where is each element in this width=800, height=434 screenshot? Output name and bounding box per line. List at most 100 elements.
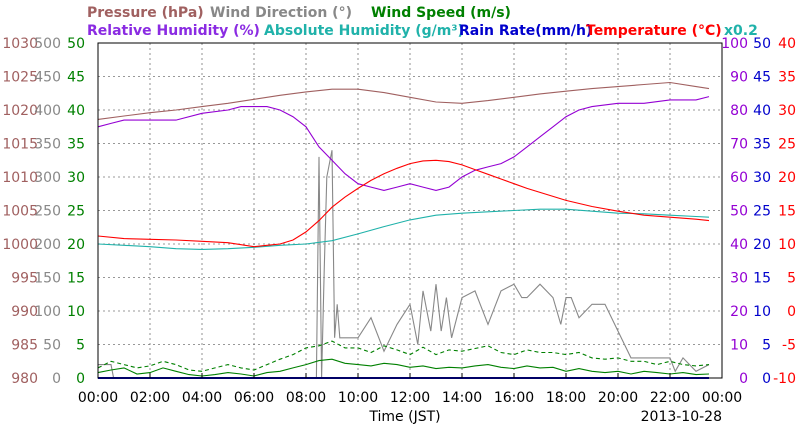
temperature-tick: 20 [778,170,796,186]
x-tick-label: 00:00 [78,390,118,406]
relative_humidity-tick: 30 [730,271,748,287]
relative_humidity-tick: 50 [730,204,748,220]
pressure-tick: 980 [11,371,38,387]
legend-x0-2: x0.2 [724,23,758,39]
relative_humidity-tick: 0 [739,371,748,387]
x-axis: 00:00 02:00 04:00 06:00 08:00 10:00 12:00 14:00… [78,373,742,406]
series-wind-direction [98,150,710,379]
wind_speed-tick: 0 [76,371,85,387]
x-axis-label: Time (JST) [368,409,440,425]
pressure-tick: 1005 [2,204,38,220]
wind_direction-tick: 450 [34,70,61,86]
legend-row-1: Pressure (hPa) Wind Direction (°) Wind Spe… [87,5,511,21]
temperature-tick: 10 [778,237,796,253]
rain_rate-tick: 25 [753,204,771,220]
wind_direction-tick: 0 [52,371,61,387]
wind_direction-tick: 50 [43,338,61,354]
wind_direction-tick: 300 [34,170,61,186]
relative_humidity-tick: 90 [730,70,748,86]
wind_direction-tick: 100 [34,304,61,320]
rain_rate-tick: 20 [753,237,771,253]
pressure-tick: 1030 [2,36,38,52]
relative_humidity-tick: 70 [730,137,748,153]
x-tick-label: 14:00 [442,390,482,406]
legend-relative-humidity: Relative Humidity (%) [87,23,260,39]
rain_rate-tick: 0 [762,371,771,387]
wind_speed-tick: 20 [67,237,85,253]
legend-temperature-c: Temperature (°C) [586,23,722,39]
temperature-tick: 35 [778,70,796,86]
wind_speed-tick: 25 [67,204,85,220]
legend-row-2: Relative Humidity (%) Absolute Humidity (… [87,23,758,39]
temperature-tick: 5 [787,271,796,287]
relative_humidity-tick: 100 [721,36,748,52]
temperature-tick: 25 [778,137,796,153]
rain_rate-tick: 5 [762,338,771,354]
date-label: 2013-10-28 [641,409,722,425]
temperature-tick: -10 [773,371,796,387]
pressure-tick: 985 [11,338,38,354]
pressure-tick: 995 [11,271,38,287]
wind_speed-tick: 30 [67,170,85,186]
wind_direction-tick: 200 [34,237,61,253]
legend-wind-speed-m-s: Wind Speed (m/s) [371,5,511,21]
wind_speed-tick: 50 [67,36,85,52]
x-tick-label: 08:00 [286,390,326,406]
pressure-tick: 1015 [2,137,38,153]
rain_rate-tick: 30 [753,170,771,186]
grid-lines [98,43,722,378]
wind_speed-tick: 45 [67,70,85,86]
x-tick-label: 04:00 [182,390,222,406]
wind_speed-tick: 35 [67,137,85,153]
x-tick-label: 20:00 [598,390,638,406]
pressure-tick: 990 [11,304,38,320]
temperature-tick: -5 [782,338,796,354]
x-tick-label: 16:00 [494,390,534,406]
wind_direction-tick: 500 [34,36,61,52]
x-tick-label: 10:00 [338,390,378,406]
relative_humidity-tick: 10 [730,338,748,354]
pressure-tick: 1000 [2,237,38,253]
rain_rate-tick: 50 [753,36,771,52]
x-tick-label: 00:00 [702,390,742,406]
series-wind-speed-gust [97,340,710,372]
rain_rate-tick: 15 [753,271,771,287]
rain_rate-tick: 10 [753,304,771,320]
series-wind-speed-m-s [97,358,710,377]
x-tick-label: 18:00 [546,390,586,406]
x-tick-label: 22:00 [650,390,690,406]
wind_speed-tick: 5 [76,338,85,354]
legend-wind-direction: Wind Direction (°) [210,5,352,21]
temperature-tick: 15 [778,204,796,220]
series-temperature-c [97,159,710,248]
relative_humidity-tick: 40 [730,237,748,253]
temperature-tick: 40 [778,36,796,52]
wind_speed-tick: 40 [67,103,85,119]
pressure-tick: 1025 [2,70,38,86]
pressure-tick: 1010 [2,170,38,186]
wind_direction-tick: 150 [34,271,61,287]
wind_direction-tick: 350 [34,137,61,153]
legend-absolute-humidity-g-m: Absolute Humidity (g/m³) [264,23,464,39]
rain_rate-tick: 40 [753,103,771,119]
temperature-tick: 30 [778,103,796,119]
wind_speed-tick: 10 [67,304,85,320]
wind_direction-tick: 250 [34,204,61,220]
wind_direction-tick: 400 [34,103,61,119]
relative_humidity-tick: 60 [730,170,748,186]
wind_speed-tick: 15 [67,271,85,287]
series-group [97,81,710,379]
series-relative-humidity [97,96,710,191]
x-tick-label: 12:00 [390,390,430,406]
legend-rain-rate-mm-h: Rain Rate(mm/h) [459,23,592,39]
series-absolute-humidity-g-m [97,208,710,250]
relative_humidity-tick: 80 [730,103,748,119]
x-tick-label: 06:00 [234,390,274,406]
x-tick-label: 02:00 [130,390,170,406]
left-axes: 1030102510201015101010051000995990985980… [2,36,85,387]
temperature-tick: 0 [787,304,796,320]
rain_rate-tick: 45 [753,70,771,86]
rain_rate-tick: 35 [753,137,771,153]
legend-pressure-hpa: Pressure (hPa) [87,5,204,21]
